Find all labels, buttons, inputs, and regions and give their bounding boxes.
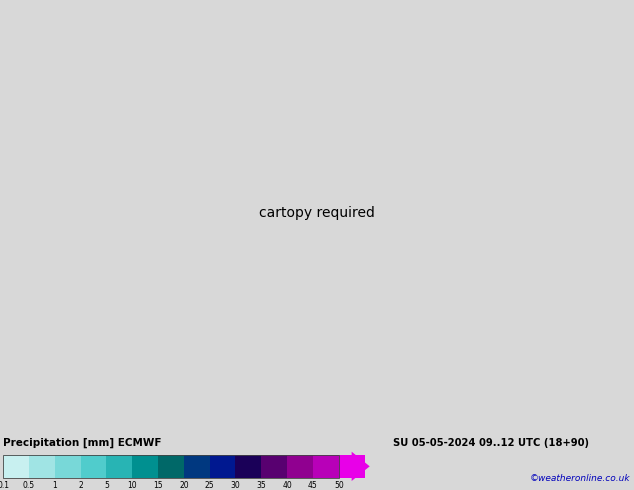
Bar xyxy=(261,455,287,478)
Bar xyxy=(235,455,261,478)
Bar xyxy=(287,455,313,478)
Bar xyxy=(107,455,133,478)
Bar xyxy=(55,455,81,478)
Bar xyxy=(210,455,235,478)
Text: 25: 25 xyxy=(205,481,214,490)
Bar xyxy=(313,455,339,478)
Text: SU 05-05-2024 09..12 UTC (18+90): SU 05-05-2024 09..12 UTC (18+90) xyxy=(393,438,589,448)
FancyArrow shape xyxy=(352,452,370,481)
Text: ©weatheronline.co.uk: ©weatheronline.co.uk xyxy=(530,474,631,483)
Text: 0.1: 0.1 xyxy=(0,481,9,490)
Text: Precipitation [mm] ECMWF: Precipitation [mm] ECMWF xyxy=(3,438,162,448)
Bar xyxy=(158,455,184,478)
Bar xyxy=(29,455,55,478)
Text: 50: 50 xyxy=(334,481,344,490)
Bar xyxy=(3,455,339,478)
Text: 15: 15 xyxy=(153,481,163,490)
Text: cartopy required: cartopy required xyxy=(259,206,375,220)
Bar xyxy=(133,455,158,478)
Text: 30: 30 xyxy=(231,481,240,490)
Text: 45: 45 xyxy=(308,481,318,490)
Text: 10: 10 xyxy=(127,481,137,490)
Bar xyxy=(81,455,107,478)
Text: 5: 5 xyxy=(104,481,109,490)
Text: 0.5: 0.5 xyxy=(23,481,35,490)
Text: 20: 20 xyxy=(179,481,189,490)
Bar xyxy=(339,455,365,478)
Text: 1: 1 xyxy=(53,481,57,490)
Text: 2: 2 xyxy=(78,481,83,490)
Text: 35: 35 xyxy=(256,481,266,490)
Text: 40: 40 xyxy=(282,481,292,490)
Bar xyxy=(3,455,29,478)
Bar xyxy=(184,455,210,478)
